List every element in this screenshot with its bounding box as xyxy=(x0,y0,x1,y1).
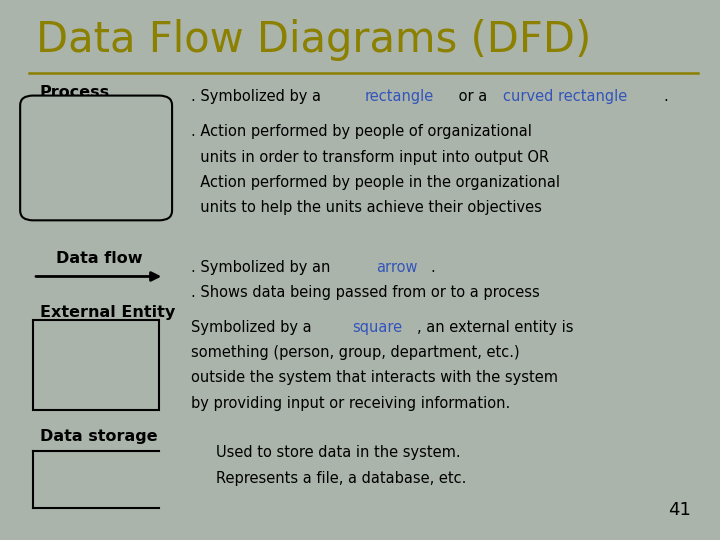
Text: . Symbolized by a: . Symbolized by a xyxy=(191,89,325,104)
Text: 41: 41 xyxy=(668,502,691,519)
Text: or a: or a xyxy=(454,89,492,104)
Text: Data Flow Diagrams (DFD): Data Flow Diagrams (DFD) xyxy=(36,19,591,61)
Text: . Shows data being passed from or to a process: . Shows data being passed from or to a p… xyxy=(191,285,539,300)
Text: by providing input or receiving information.: by providing input or receiving informat… xyxy=(191,396,510,411)
Text: Data storage: Data storage xyxy=(40,429,157,444)
Text: units to help the units achieve their objectives: units to help the units achieve their ob… xyxy=(191,200,541,215)
Text: , an external entity is: , an external entity is xyxy=(417,320,574,335)
Text: Represents a file, a database, etc.: Represents a file, a database, etc. xyxy=(216,471,467,486)
Text: units in order to transform input into output OR: units in order to transform input into o… xyxy=(191,150,549,165)
Text: Data flow: Data flow xyxy=(56,251,143,266)
Text: . Action performed by people of organizational: . Action performed by people of organiza… xyxy=(191,124,531,139)
FancyBboxPatch shape xyxy=(20,96,172,220)
Text: Symbolized by a: Symbolized by a xyxy=(191,320,316,335)
Bar xyxy=(33,320,159,410)
Text: arrow: arrow xyxy=(377,260,418,275)
Text: Used to store data in the system.: Used to store data in the system. xyxy=(216,446,461,461)
Text: . Symbolized by an: . Symbolized by an xyxy=(191,260,335,275)
Text: square: square xyxy=(352,320,402,335)
Text: Process: Process xyxy=(40,85,109,100)
Text: curved rectangle: curved rectangle xyxy=(503,89,627,104)
Text: External Entity: External Entity xyxy=(40,305,175,320)
Text: Action performed by people in the organizational: Action performed by people in the organi… xyxy=(191,175,560,190)
Text: something (person, group, department, etc.): something (person, group, department, et… xyxy=(191,345,519,360)
Text: outside the system that interacts with the system: outside the system that interacts with t… xyxy=(191,370,558,386)
Text: .: . xyxy=(663,89,668,104)
Text: .: . xyxy=(430,260,435,275)
Text: rectangle: rectangle xyxy=(364,89,433,104)
